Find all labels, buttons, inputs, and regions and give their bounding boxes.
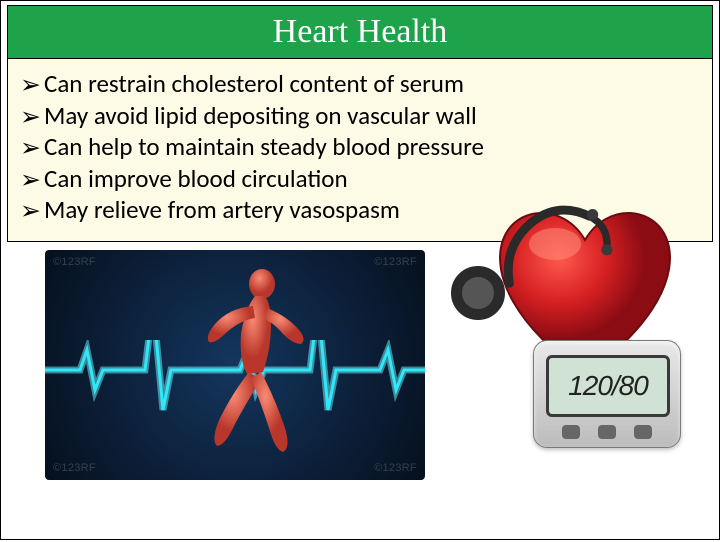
bullet-icon: ➢ [20,132,44,164]
bp-button [634,425,652,439]
watermark: ©123RF [53,256,96,268]
list-item-text: Can restrain cholesterol content of seru… [44,69,464,99]
watermark: ©123RF [374,256,417,268]
bp-reading-display: 120/80 [546,355,670,417]
stethoscope-chestpiece-icon [451,266,505,320]
heart-bp-image: 120/80 [447,178,697,478]
bp-monitor: 120/80 [533,340,681,448]
stethoscope-icon [503,204,623,334]
bp-reading-value: 120/80 [568,370,648,402]
watermark: ©123RF [53,462,96,474]
list-item: ➢ Can help to maintain steady blood pres… [20,132,700,164]
bullet-icon: ➢ [20,69,44,101]
images-area: ©123RF ©123RF ©123RF ©123RF [1,242,719,542]
ecg-running-image: ©123RF ©123RF ©123RF ©123RF [45,250,425,480]
list-item-text: May avoid lipid depositing on vascular w… [44,101,477,131]
bp-button [598,425,616,439]
list-item: ➢ Can restrain cholesterol content of se… [20,69,700,101]
watermark: ©123RF [374,462,417,474]
list-item: ➢ May avoid lipid depositing on vascular… [20,101,700,133]
title-bar: Heart Health [7,5,713,59]
bp-button [562,425,580,439]
bullet-icon: ➢ [20,164,44,196]
slide-container: Heart Health ➢ Can restrain cholesterol … [0,0,720,540]
list-item-text: Can help to maintain steady blood pressu… [44,132,484,162]
list-item-text: May relieve from artery vasospasm [44,195,400,225]
bullet-icon: ➢ [20,195,44,227]
running-human-icon [175,264,325,474]
bullet-icon: ➢ [20,101,44,133]
slide-title: Heart Health [273,13,448,51]
list-item-text: Can improve blood circulation [44,164,348,194]
